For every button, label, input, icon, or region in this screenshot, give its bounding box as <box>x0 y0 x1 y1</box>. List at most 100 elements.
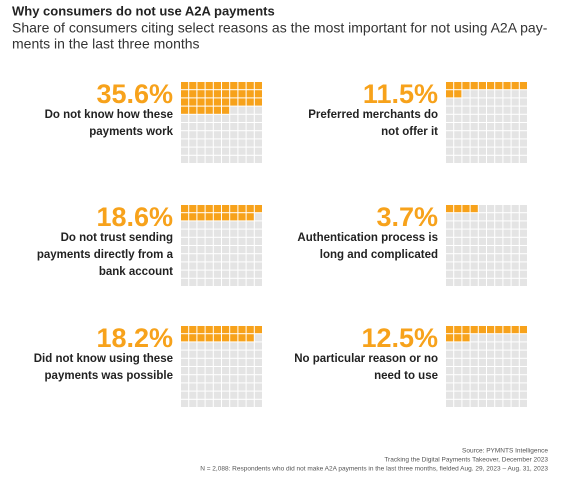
empty-cell <box>503 262 511 270</box>
empty-cell <box>495 358 503 366</box>
empty-cell <box>454 98 462 106</box>
empty-cell <box>462 139 470 147</box>
empty-cell <box>454 147 462 155</box>
filled-cell <box>246 82 254 90</box>
empty-cell <box>462 254 470 262</box>
filled-cell <box>254 205 262 213</box>
empty-cell <box>181 147 189 155</box>
empty-cell <box>519 375 527 383</box>
empty-cell <box>446 147 454 155</box>
empty-cell <box>238 367 246 375</box>
filled-cell <box>454 326 462 334</box>
empty-cell <box>470 350 478 358</box>
empty-cell <box>197 399 205 407</box>
empty-cell <box>238 106 246 114</box>
empty-cell <box>205 155 213 163</box>
empty-cell <box>519 246 527 254</box>
empty-cell <box>238 147 246 155</box>
filled-cell <box>503 82 511 90</box>
empty-cell <box>478 237 486 245</box>
empty-cell <box>511 254 519 262</box>
empty-cell <box>213 229 221 237</box>
empty-cell <box>495 342 503 350</box>
empty-cell <box>462 106 470 114</box>
empty-cell <box>230 367 238 375</box>
empty-cell <box>454 139 462 147</box>
empty-cell <box>503 213 511 221</box>
filled-cell <box>189 90 197 98</box>
empty-cell <box>446 262 454 270</box>
empty-cell <box>197 221 205 229</box>
empty-cell <box>519 383 527 391</box>
empty-cell <box>495 90 503 98</box>
empty-cell <box>246 139 254 147</box>
empty-cell <box>446 106 454 114</box>
value-label: 12.5% <box>361 323 438 353</box>
empty-cell <box>495 205 503 213</box>
empty-cell <box>454 342 462 350</box>
empty-cell <box>446 350 454 358</box>
empty-cell <box>222 155 230 163</box>
empty-cell <box>462 246 470 254</box>
filled-cell <box>462 205 470 213</box>
empty-cell <box>478 278 486 286</box>
empty-cell <box>478 375 486 383</box>
empty-cell <box>462 391 470 399</box>
empty-cell <box>454 391 462 399</box>
empty-cell <box>238 375 246 383</box>
filled-cell <box>246 98 254 106</box>
empty-cell <box>197 270 205 278</box>
empty-cell <box>189 254 197 262</box>
empty-cell <box>230 155 238 163</box>
empty-cell <box>254 254 262 262</box>
empty-cell <box>238 391 246 399</box>
empty-cell <box>181 262 189 270</box>
empty-cell <box>230 399 238 407</box>
filled-cell <box>189 334 197 342</box>
empty-cell <box>478 147 486 155</box>
subtitle: ments in the last three months <box>12 36 200 52</box>
empty-cell <box>446 399 454 407</box>
value-label: 18.2% <box>96 323 173 353</box>
empty-cell <box>446 254 454 262</box>
empty-cell <box>189 342 197 350</box>
empty-cell <box>189 270 197 278</box>
empty-cell <box>511 114 519 122</box>
empty-cell <box>462 98 470 106</box>
empty-cell <box>205 350 213 358</box>
empty-cell <box>254 367 262 375</box>
empty-cell <box>254 375 262 383</box>
empty-cell <box>462 278 470 286</box>
empty-cell <box>254 155 262 163</box>
empty-cell <box>470 383 478 391</box>
empty-cell <box>503 229 511 237</box>
empty-cell <box>495 221 503 229</box>
empty-cell <box>189 383 197 391</box>
empty-cell <box>197 131 205 139</box>
empty-cell <box>470 342 478 350</box>
empty-cell <box>478 123 486 131</box>
empty-cell <box>205 399 213 407</box>
empty-cell <box>446 123 454 131</box>
empty-cell <box>254 147 262 155</box>
empty-cell <box>503 237 511 245</box>
empty-cell <box>519 123 527 131</box>
empty-cell <box>503 98 511 106</box>
filled-cell <box>181 334 189 342</box>
empty-cell <box>197 278 205 286</box>
empty-cell <box>181 131 189 139</box>
empty-cell <box>503 246 511 254</box>
filled-cell <box>230 326 238 334</box>
empty-cell <box>238 262 246 270</box>
filled-cell <box>222 334 230 342</box>
empty-cell <box>197 246 205 254</box>
empty-cell <box>205 342 213 350</box>
filled-cell <box>254 82 262 90</box>
empty-cell <box>205 375 213 383</box>
filled-cell <box>222 98 230 106</box>
empty-cell <box>230 383 238 391</box>
empty-cell <box>446 278 454 286</box>
empty-cell <box>181 254 189 262</box>
empty-cell <box>519 155 527 163</box>
empty-cell <box>222 147 230 155</box>
